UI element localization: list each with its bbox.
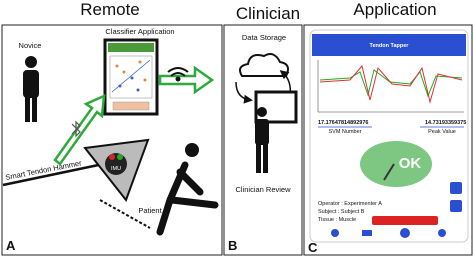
value: 14.73193359375 — [425, 120, 466, 126]
label: Data Storage — [242, 33, 286, 42]
ok-indicator — [360, 141, 432, 187]
label: Peak Value — [428, 129, 456, 135]
nav-icon[interactable] — [400, 228, 410, 238]
nav-icon[interactable] — [438, 229, 446, 237]
wifi-icon — [167, 67, 189, 82]
cloud-icon — [239, 53, 289, 77]
signal-chart — [317, 60, 464, 113]
bluetooth-icon — [71, 120, 81, 138]
nav-icon[interactable] — [331, 229, 339, 237]
label: IMU — [111, 166, 121, 172]
header: Application — [353, 0, 436, 19]
panel-label: A — [6, 238, 16, 253]
header: Clinician — [236, 4, 300, 23]
ok-text: OK — [399, 155, 422, 172]
label: Clinician Review — [235, 185, 291, 194]
button[interactable] — [450, 182, 462, 194]
arrow — [158, 65, 215, 95]
nav-icon[interactable] — [362, 230, 372, 236]
app-bar — [312, 34, 466, 56]
arrow — [53, 93, 106, 166]
label: Patient — [138, 206, 162, 215]
clinician-icon — [255, 107, 269, 173]
info: Tissue : Muscle — [318, 217, 356, 223]
info: Operator : Experimenter A — [318, 201, 382, 207]
panel-label: C — [308, 240, 318, 255]
label: Novice — [19, 41, 42, 50]
app-title: Tendon Tapper — [370, 43, 410, 49]
button[interactable] — [372, 216, 438, 225]
panel-b: Data Storage Clinician Review B — [223, 24, 303, 256]
phone — [309, 29, 469, 243]
novice-icon — [23, 56, 39, 122]
classifier-device — [103, 38, 159, 116]
label: Classifier Application — [105, 27, 174, 36]
panel-label: B — [228, 238, 237, 253]
value: 17.17647814892976 — [318, 120, 368, 126]
panel-c: Tendon Tapper 17.17647814892976 14.73193… — [303, 24, 473, 256]
hammer — [2, 161, 109, 187]
info: Subject : Subject B — [318, 209, 365, 215]
panel-a: Novice Classifier Application Sma — [1, 24, 223, 256]
nav-bar — [331, 228, 446, 238]
patient-icon — [156, 161, 219, 236]
monitor — [254, 90, 298, 124]
button[interactable] — [450, 200, 462, 212]
label: SVM Number — [328, 129, 361, 135]
header: Remote — [80, 0, 140, 19]
